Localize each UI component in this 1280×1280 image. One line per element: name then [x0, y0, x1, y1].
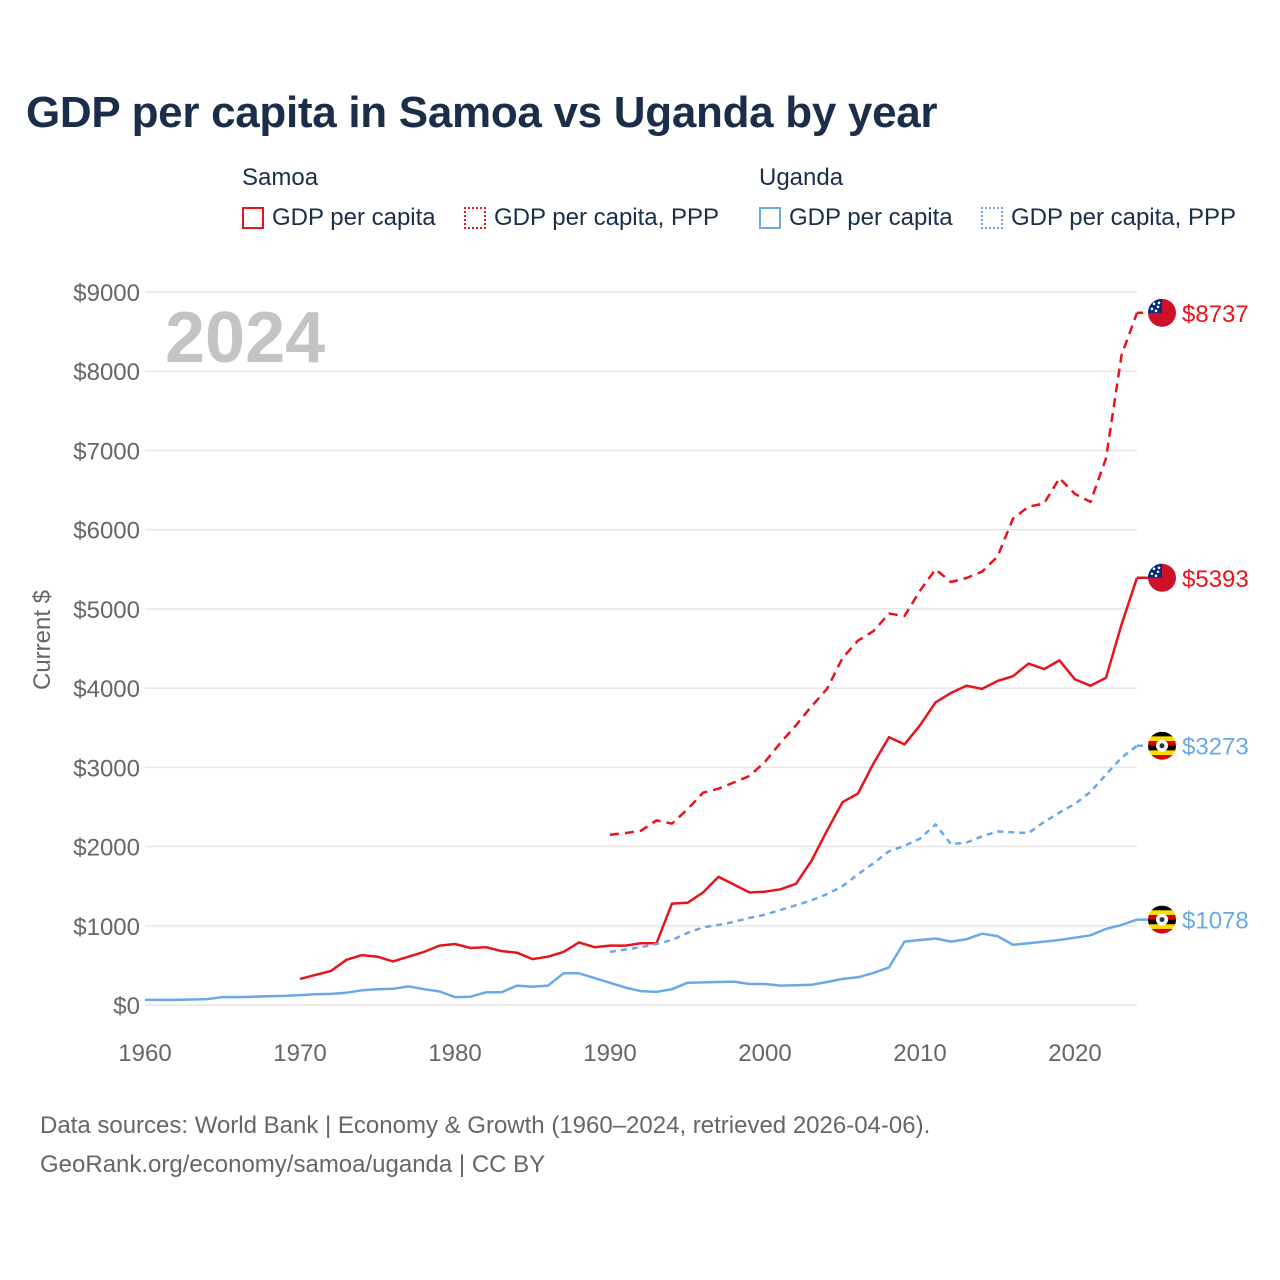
y-tick-label: $7000 — [73, 438, 140, 465]
legend-label-samoa-ppp: GDP per capita, PPP — [494, 204, 719, 231]
series-line-uganda-ppp — [609, 744, 1138, 954]
legend-label-uganda-ppp: GDP per capita, PPP — [1011, 204, 1236, 231]
footer: Data sources: World Bank | Economy & Gro… — [40, 1106, 930, 1184]
x-tick-label: 2020 — [1048, 1040, 1101, 1067]
x-tick-label: 2000 — [738, 1040, 791, 1067]
end-value-label: $1078 — [1182, 908, 1249, 935]
legend-label-uganda-gdp: GDP per capita — [789, 204, 953, 231]
x-tick-label: 2010 — [893, 1040, 946, 1067]
x-tick-label: 1960 — [118, 1040, 171, 1067]
y-tick-label: $0 — [113, 993, 140, 1020]
grid-lines — [145, 291, 1137, 1006]
legend-item-samoa-gdp[interactable]: GDP per capita — [242, 204, 436, 232]
end-labels: $5393 $8737 $1078 $3273 — [1137, 298, 1249, 935]
samoa-flag-icon — [1148, 563, 1176, 592]
y-tick-label: $4000 — [73, 676, 140, 703]
legend-group-samoa: Samoa — [242, 164, 319, 191]
y-tick-labels: $0 $1000 $2000 $3000 $4000 $5000 $6000 $7000 $80… — [73, 280, 140, 1020]
legend-swatch-dotted-blue — [981, 207, 1003, 229]
y-tick-label: $1000 — [73, 914, 140, 941]
series-lines — [145, 312, 1139, 1002]
uganda-flag-icon — [1148, 731, 1176, 760]
legend-label-samoa-gdp: GDP per capita — [272, 204, 436, 231]
y-tick-label: $5000 — [73, 597, 140, 624]
series-line-samoa-ppp — [609, 312, 1139, 836]
legend-swatch-dotted-red — [464, 207, 486, 229]
y-axis-label: Current $ — [29, 590, 56, 690]
end-value-label: $5393 — [1182, 566, 1249, 593]
footer-link: GeoRank.org/economy/samoa/uganda | CC BY — [40, 1151, 546, 1178]
x-tick-labels: 1960 1970 1980 1990 2000 2010 2020 — [118, 1040, 1101, 1067]
legend-swatch-solid-blue — [759, 207, 781, 229]
x-tick-label: 1990 — [583, 1040, 636, 1067]
series-line-uganda-gdp — [145, 918, 1138, 1002]
x-tick-label: 1970 — [273, 1040, 326, 1067]
y-tick-label: $9000 — [73, 280, 140, 307]
footer-sources: Data sources: World Bank | Economy & Gro… — [40, 1112, 931, 1139]
series-line-samoa-gdp — [299, 577, 1139, 981]
y-tick-label: $8000 — [73, 359, 140, 386]
chart-title: GDP per capita in Samoa vs Uganda by yea… — [26, 88, 938, 137]
uganda-flag-icon — [1148, 905, 1176, 934]
legend-swatch-solid-red — [242, 207, 264, 229]
year-watermark: 2024 — [165, 298, 325, 378]
y-tick-label: $6000 — [73, 518, 140, 545]
legend-item-samoa-ppp[interactable]: GDP per capita, PPP — [464, 204, 719, 232]
legend-group-uganda: Uganda — [759, 164, 844, 191]
end-value-label: $3273 — [1182, 734, 1249, 761]
y-tick-label: $3000 — [73, 755, 140, 782]
x-tick-label: 1980 — [428, 1040, 481, 1067]
legend-item-uganda-ppp[interactable]: GDP per capita, PPP — [981, 204, 1236, 232]
end-value-label: $8737 — [1182, 301, 1249, 328]
y-tick-label: $2000 — [73, 835, 140, 862]
legend-item-uganda-gdp[interactable]: GDP per capita — [759, 204, 953, 232]
samoa-flag-icon — [1148, 298, 1176, 327]
